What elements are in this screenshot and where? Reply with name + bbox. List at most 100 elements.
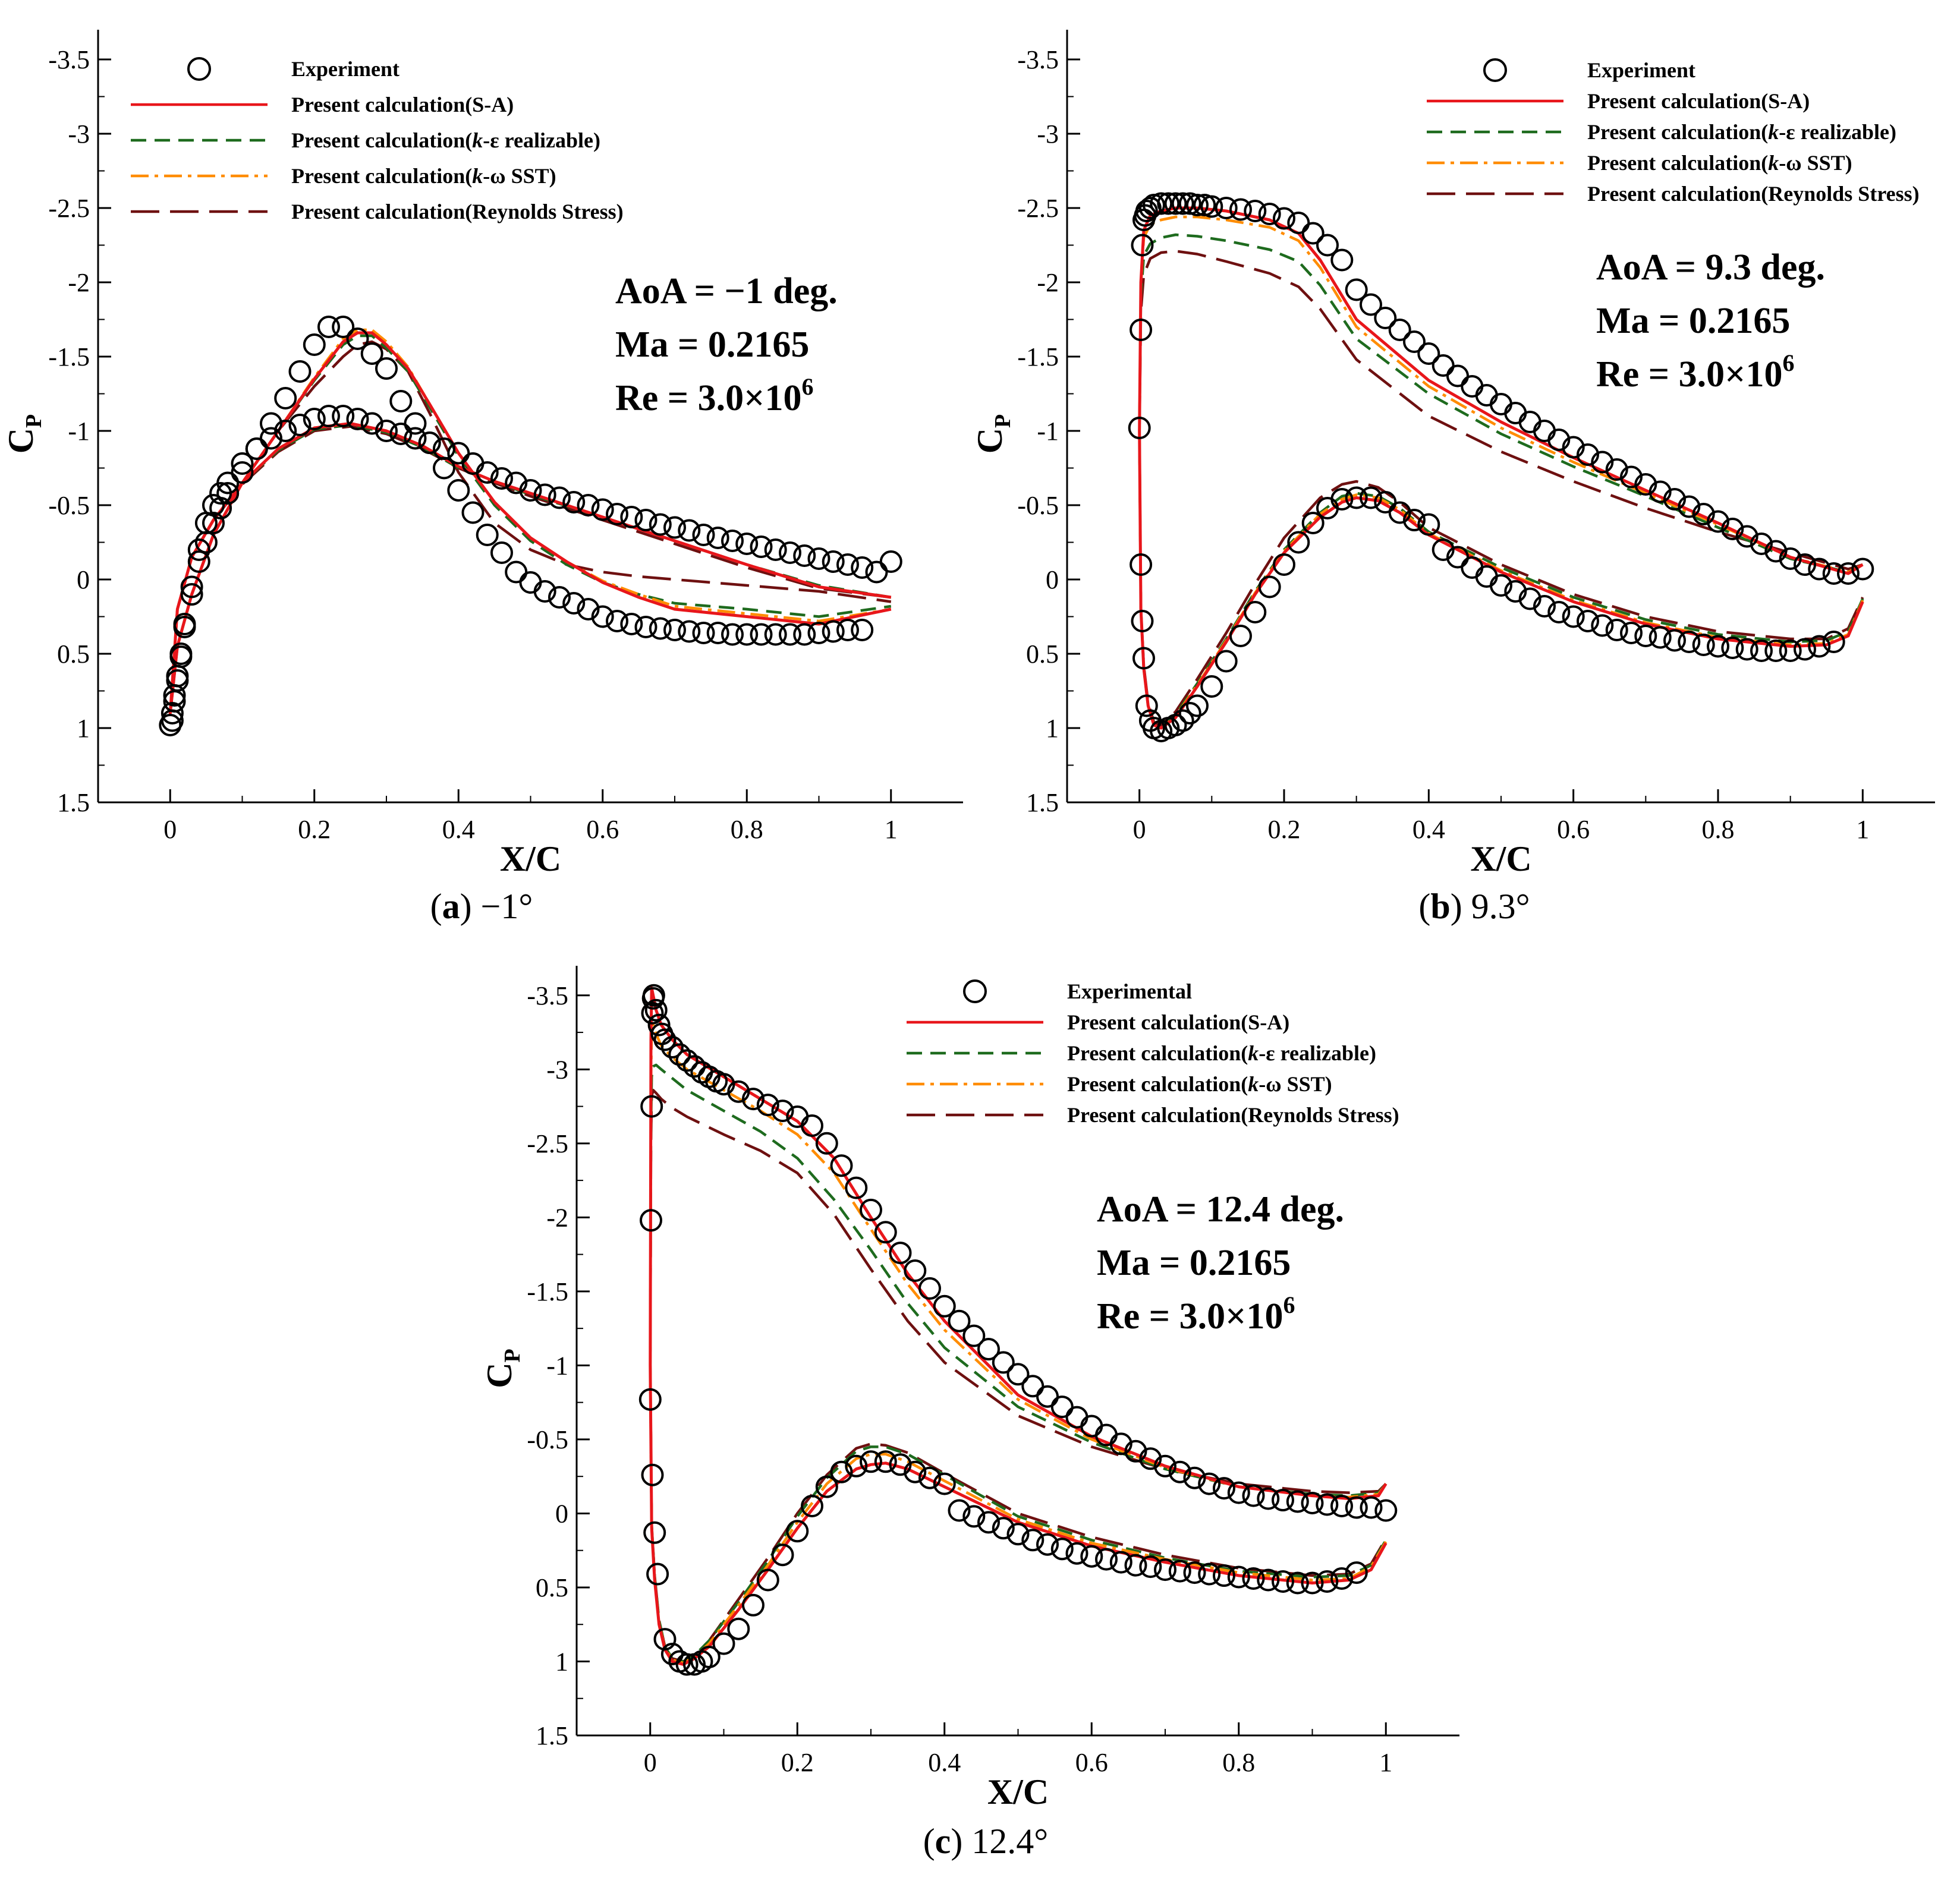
y-axis-title-subscript: P [21,414,46,428]
experiment-marker [288,414,312,436]
experiment-marker [879,550,902,573]
experiment-marker [620,506,643,528]
experiment-marker [663,619,686,641]
experiment-marker [1634,473,1657,496]
experiment-marker [1080,1545,1103,1568]
experiment-marker [889,1453,912,1476]
experiment-marker [1360,486,1382,509]
experiment-marker [1360,1496,1383,1519]
experiment-marker [1130,553,1153,576]
experiment-marker [1168,1460,1191,1483]
experiment-marker [577,494,600,516]
experiment-marker [1272,1570,1294,1593]
experiment-marker [706,527,729,549]
experiment-marker [533,483,556,506]
legend-label-experiment: Experiment [1587,58,1695,82]
experiment-marker [692,622,715,644]
experiment-marker [643,1521,666,1544]
experiment-marker [346,408,369,430]
experiment-marker [1794,553,1816,576]
experiment-marker [712,1632,735,1655]
experiment-marker [1154,1558,1176,1582]
experiment-marker [706,622,729,644]
y-axis-title-main: C [480,1362,519,1388]
experiment-marker [1822,631,1845,653]
experiment-marker [1330,248,1354,272]
experiment-marker [647,1013,671,1037]
experiment-marker [1764,639,1788,662]
experiment-marker [948,1309,971,1332]
x-tick-label: 0.6 [586,815,619,844]
experiment-marker [548,586,571,609]
experiment-marker [742,1088,765,1111]
flow-conditions: AoA = 12.4 deg. Ma = 0.2165 Re = 3.0×106 [1097,1189,1344,1337]
experiment-marker [1021,1375,1045,1398]
y-tick-label: 0 [1046,565,1059,594]
experiment-marker [918,1277,941,1300]
y-tick-label: -2 [1037,268,1059,297]
experiment-marker [1316,1570,1339,1593]
experiment-marker [1135,694,1158,717]
experiment-marker [793,544,816,567]
experiment-marker [1403,330,1426,353]
experiment-marker [209,497,232,519]
y-tick-label: 0.5 [536,1573,568,1602]
experiment-marker [620,613,643,635]
legend-label-ke: Present calculation(k-ε realizable) [1587,120,1896,144]
experiment-marker [764,623,787,646]
experiment-marker [1227,1565,1250,1589]
experiment-marker [1504,580,1527,603]
experiment-marker [962,1324,986,1347]
experiment-marker [977,1338,1000,1360]
experiment-marker [750,623,773,646]
experiment-marker [1150,192,1173,215]
experiment-marker [1213,1564,1235,1587]
experiment-marker [260,412,282,435]
aoa-label: AoA = −1 deg. [615,271,838,311]
x-tick-label: 0.4 [1412,815,1445,844]
experiment-marker [807,622,830,644]
experiment-marker [1198,1472,1221,1495]
experiment-marker [771,1543,794,1567]
experiment-marker [735,533,759,555]
experiment-marker [1316,1493,1339,1516]
experiment-marker [1837,562,1860,585]
experiment-marker [1374,307,1397,329]
panel-caption: (a) −1° [430,887,533,926]
experiment-marker [1273,207,1295,230]
experiment-marker [1301,1571,1324,1595]
experiment-marker [1258,203,1281,225]
x-tick-label: 0 [644,1748,657,1777]
experiment-marker [1562,436,1585,459]
y-axis-title-subscript: P [500,1349,525,1362]
experiment-marker [1135,200,1158,222]
experiment-marker [1168,1560,1191,1583]
experiment-marker [303,333,326,356]
experiment-marker [187,550,210,573]
experiment-marker [962,1505,986,1528]
legend-label-experiment: Experiment [291,57,399,81]
experiment-marker [274,387,297,409]
experiment-marker [1124,1554,1147,1577]
experiment-marker [1164,192,1187,215]
experiment-marker [1620,465,1643,489]
experiment-marker [1345,486,1368,509]
experiment-marker [904,1460,927,1483]
experiment-marker [786,1520,809,1543]
experiment-marker [721,623,744,646]
panel-caption: (c) 12.4° [923,1822,1049,1861]
y-tick-label: -2.5 [527,1129,568,1158]
experiment-marker [1648,480,1672,503]
experiment-marker [1287,212,1310,234]
experiment-marker [169,645,193,668]
experiment-marker [548,486,571,509]
experiment-marker [1183,1466,1206,1489]
x-tick-label: 0.6 [1075,1748,1108,1777]
legend-label-kw: Present calculation(k-ω SST) [291,164,556,188]
experiment-marker [1648,626,1672,649]
experiment-marker [933,1472,956,1495]
experiment-marker [712,1073,735,1096]
legend-label-rs: Present calculation(Reynolds Stress) [1587,182,1920,206]
